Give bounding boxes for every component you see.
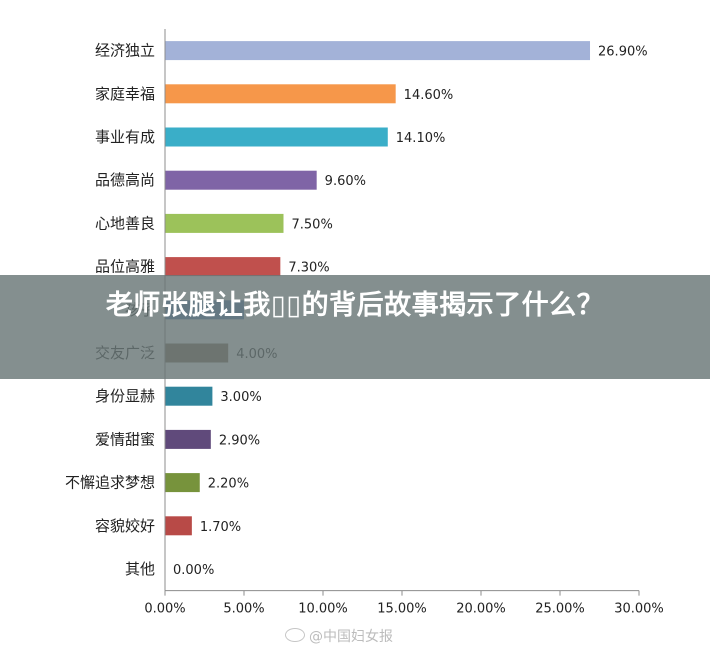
value-label-10: 2.20% — [208, 477, 249, 492]
x-tick-label-0: 0.00% — [144, 602, 185, 617]
category-label-10: 不懈追求梦想 — [65, 474, 155, 492]
bar-10 — [165, 473, 200, 493]
category-label-5: 品位高雅 — [95, 258, 155, 276]
value-label-12: 0.00% — [173, 563, 214, 578]
value-label-9: 2.90% — [219, 433, 260, 448]
value-label-5: 7.30% — [288, 261, 329, 276]
watermark: @中国妇女报 — [285, 626, 393, 646]
x-tick-label-2: 10.00% — [298, 602, 348, 617]
category-label-12: 其他 — [125, 560, 155, 578]
bar-0 — [165, 41, 591, 61]
x-tick-label-5: 25.00% — [535, 602, 585, 617]
x-tick-label-3: 15.00% — [377, 602, 427, 617]
watermark-text: @中国妇女报 — [309, 629, 393, 645]
x-tick-label-6: 30.00% — [614, 602, 664, 617]
category-label-0: 经济独立 — [95, 42, 155, 60]
banner-title: 老师张腿让我▯▯的背后故事揭示了什么？ — [105, 290, 605, 321]
bar-2 — [165, 127, 388, 147]
bar-8 — [165, 386, 213, 406]
category-label-4: 心地善良 — [95, 214, 155, 232]
value-label-11: 1.70% — [200, 520, 241, 535]
bar-3 — [165, 170, 317, 190]
bar-1 — [165, 84, 396, 104]
x-ticks-group: 0.00% 5.00% 10.00% 15.00% 20.00% 25.00% 30.00% — [144, 590, 664, 617]
title-banner — [0, 275, 710, 379]
value-label-1: 14.60% — [404, 88, 454, 103]
category-label-1: 家庭幸福 — [95, 85, 155, 103]
bar-11 — [165, 516, 192, 536]
category-label-3: 品德高尚 — [95, 171, 155, 189]
category-label-8: 身份显赫 — [95, 387, 155, 405]
category-label-9: 爱情甜蜜 — [95, 430, 155, 448]
value-label-3: 9.60% — [325, 174, 366, 189]
x-tick-label-1: 5.00% — [223, 602, 264, 617]
value-label-2: 14.10% — [396, 131, 446, 146]
value-label-0: 26.90% — [598, 45, 648, 60]
bar-4 — [165, 213, 284, 233]
value-label-4: 7.50% — [292, 217, 333, 232]
bar-5 — [165, 257, 281, 277]
bar-9 — [165, 429, 211, 449]
value-labels-group: 26.90%14.60%14.10%9.60%7.50%7.30%4.00%3.… — [173, 45, 648, 578]
x-tick-label-4: 20.00% — [456, 602, 506, 617]
value-label-8: 3.00% — [220, 390, 261, 405]
category-label-2: 事业有成 — [95, 128, 155, 146]
weibo-icon — [285, 628, 305, 642]
category-label-11: 容貌姣好 — [95, 517, 155, 535]
